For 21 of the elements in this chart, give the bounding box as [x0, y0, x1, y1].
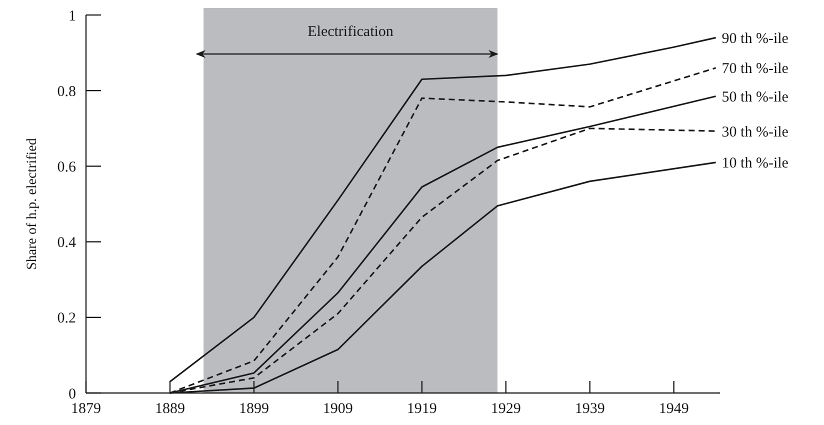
y-tick-label: 1: [68, 8, 76, 24]
x-tick-label: 1939: [574, 401, 605, 417]
series-label: 10 th %-ile: [722, 156, 789, 172]
band-label: Electrification: [308, 24, 394, 40]
series-label: 90 th %-ile: [722, 30, 789, 47]
series-label: 30 th %-ile: [722, 124, 789, 140]
x-tick-label: 1879: [71, 401, 101, 417]
y-tick-label: 0: [68, 386, 76, 402]
y-tick-label: 0.4: [57, 235, 76, 252]
x-tick-label: 1929: [490, 401, 521, 417]
x-tick-label: 1919: [406, 401, 437, 417]
y-tick-label: 0.6: [57, 159, 76, 176]
x-tick-label: 1889: [154, 401, 185, 417]
x-tick-label: 1899: [238, 401, 269, 417]
y-axis-title: Share of h.p. electrified: [25, 138, 40, 270]
series-label: 50 th %-ile: [722, 90, 789, 106]
x-tick-label: 1949: [658, 401, 689, 417]
y-tick-label: 0.8: [57, 84, 76, 100]
series-label: 70 th %-ile: [722, 61, 789, 78]
y-tick-label: 0.2: [57, 310, 76, 327]
x-tick-label: 1909: [322, 401, 353, 417]
